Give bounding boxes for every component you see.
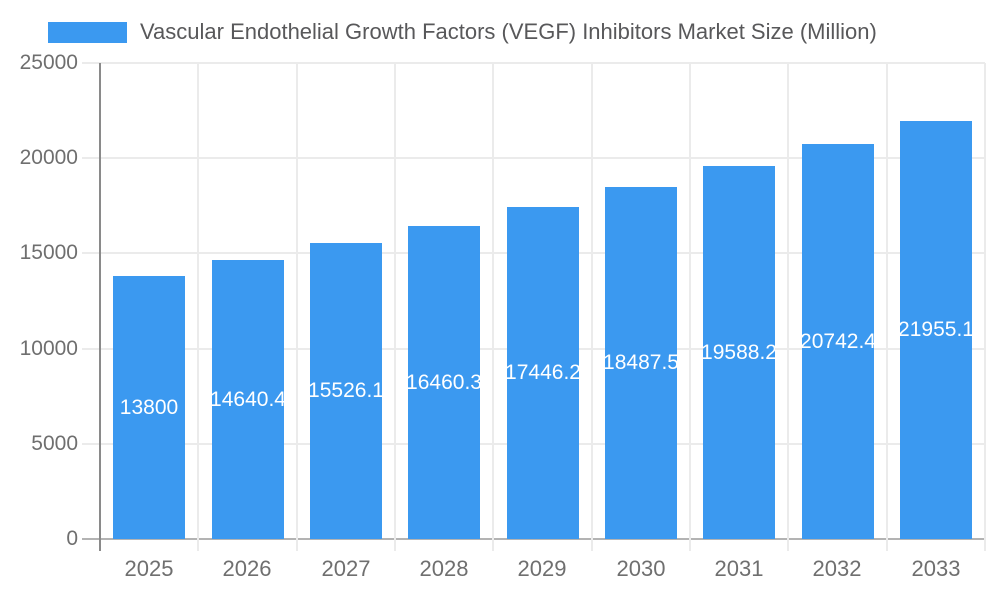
x-axis-label: 2033: [911, 556, 961, 581]
bar-value-label: 17446.2: [507, 361, 579, 384]
bar-value-label: 21955.1: [900, 318, 972, 341]
bar: 17446.2: [507, 207, 579, 539]
y-axis-label: 25000: [19, 51, 78, 74]
y-axis-line: [99, 63, 101, 551]
v-gridline: [492, 63, 494, 551]
bar-value-label: 20742.4: [802, 329, 874, 353]
x-axis-label: 2028: [419, 556, 469, 581]
v-gridline: [197, 63, 199, 551]
bar-value-label: 14640.4: [212, 387, 284, 411]
x-axis-label: 2025: [124, 556, 174, 581]
v-gridline: [984, 63, 986, 551]
bar-value-label: 13800: [119, 395, 179, 419]
bar: 14640.4: [212, 260, 284, 539]
bar: 20742.4: [802, 144, 874, 539]
x-axis-baseline: [82, 538, 985, 540]
v-gridline: [394, 63, 396, 551]
bar: 13800: [113, 276, 185, 539]
bar: 19588.2: [703, 166, 775, 539]
v-gridline: [591, 63, 593, 551]
legend-swatch: [48, 22, 127, 43]
x-axis-label: 2031: [714, 556, 764, 581]
bar: 18487.5: [605, 187, 677, 539]
v-gridline: [689, 63, 691, 551]
h-gridline: [82, 62, 985, 64]
x-axis-label: 2032: [812, 556, 862, 581]
x-axis-label: 2029: [517, 556, 567, 581]
bar-value-label: 16460.3: [408, 370, 480, 394]
v-gridline: [296, 63, 298, 551]
h-gridline: [82, 157, 985, 159]
y-axis-label: 5000: [31, 432, 78, 455]
bar: 15526.1: [310, 243, 382, 539]
bar-value-label: 18487.5: [605, 351, 677, 374]
v-gridline: [787, 63, 789, 551]
v-gridline: [886, 63, 888, 551]
chart-title: Vascular Endothelial Growth Factors (VEG…: [140, 19, 877, 44]
y-axis-label: 15000: [19, 241, 78, 264]
y-axis-label: 10000: [19, 337, 78, 360]
y-axis-label: 0: [66, 527, 78, 550]
bar-value-label: 19588.2: [703, 340, 775, 364]
bar-value-label: 15526.1: [310, 379, 382, 402]
y-axis-label: 20000: [19, 146, 78, 169]
bar: 16460.3: [408, 226, 480, 539]
x-axis-label: 2026: [222, 556, 272, 581]
bar: 21955.1: [900, 121, 972, 539]
x-axis-label: 2027: [321, 556, 371, 581]
x-axis-label: 2030: [616, 556, 666, 581]
